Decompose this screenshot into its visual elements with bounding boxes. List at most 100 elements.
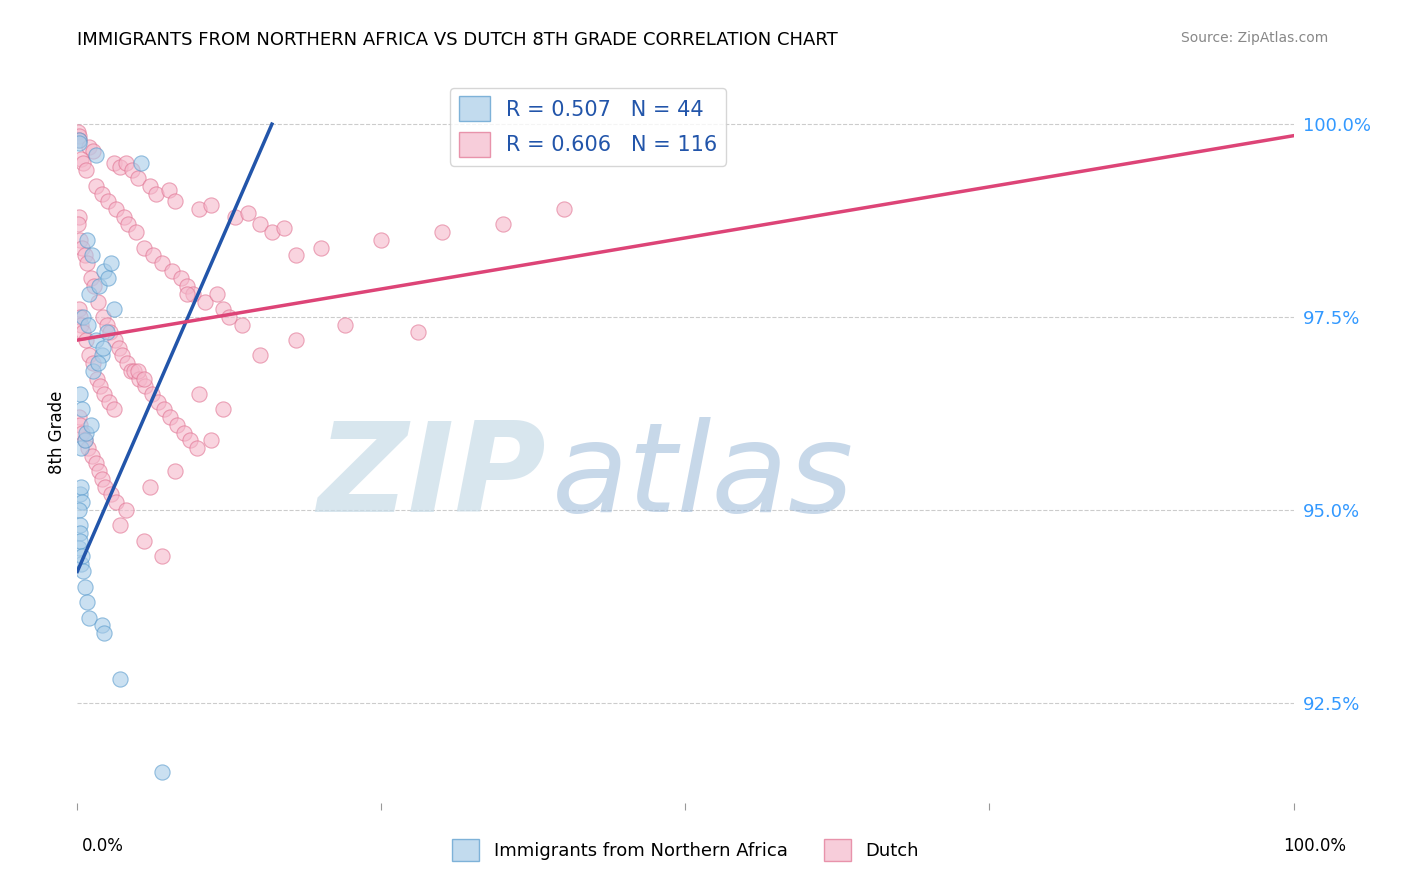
Point [309,240,332,254]
Point [70,495,93,509]
Point [163,194,186,209]
Point [188,387,211,401]
Point [212,402,235,417]
Point [333,318,356,332]
Point [76,256,98,270]
Point [120,364,142,378]
Point [67,136,90,151]
Point [127,364,149,378]
Point [80,271,103,285]
Point [224,210,246,224]
Point [104,333,127,347]
Point [86,371,108,385]
Point [103,402,125,417]
Point [67,502,90,516]
Point [236,206,259,220]
Point [67,410,90,425]
Point [105,495,128,509]
Point [108,518,131,533]
Point [82,364,104,378]
Text: 100.0%: 100.0% [1284,837,1346,855]
Point [84,148,107,162]
Text: 0.0%: 0.0% [82,837,124,855]
Text: Source: ZipAtlas.com: Source: ZipAtlas.com [1181,31,1329,45]
Point [70,240,93,254]
Point [146,394,169,409]
Point [70,549,93,563]
Point [115,155,138,169]
Point [77,441,100,455]
Point [96,326,118,340]
Point [152,549,174,563]
Point [84,178,107,193]
Point [492,218,515,232]
Point [430,225,453,239]
Point [129,155,152,169]
Point [70,318,93,332]
Point [73,434,96,448]
Point [73,434,96,448]
Point [173,425,195,440]
Point [79,349,101,363]
Point [89,464,111,478]
Point [69,387,91,401]
Point [91,341,114,355]
Point [77,318,100,332]
Point [200,434,222,448]
Point [84,333,107,347]
Point [69,233,91,247]
Point [108,160,131,174]
Point [82,356,104,370]
Point [159,410,181,425]
Point [69,487,91,501]
Point [70,480,93,494]
Point [103,155,125,169]
Point [97,194,120,209]
Point [117,218,139,232]
Point [260,225,283,239]
Point [100,487,122,501]
Point [76,233,98,247]
Point [69,518,91,533]
Point [93,626,115,640]
Point [97,271,120,285]
Point [181,286,204,301]
Text: atlas: atlas [551,417,853,538]
Point [67,132,90,146]
Point [87,294,110,309]
Point [103,302,125,317]
Point [69,525,91,540]
Point [96,318,118,332]
Point [67,132,90,146]
Point [139,480,162,494]
Point [194,294,217,309]
Point [115,502,138,516]
Point [90,186,112,201]
Point [70,152,93,166]
Point [112,210,135,224]
Point [67,210,90,224]
Point [79,611,101,625]
Point [107,341,129,355]
Point [97,394,120,409]
Point [76,595,98,609]
Point [73,580,96,594]
Point [90,618,112,632]
Point [166,417,188,432]
Point [67,128,90,143]
Point [79,286,101,301]
Point [200,198,222,212]
Point [98,326,121,340]
Point [125,225,148,239]
Point [176,279,198,293]
Point [82,144,104,158]
Point [141,387,163,401]
Point [100,256,122,270]
Point [70,425,93,440]
Point [370,233,392,247]
Point [218,310,240,324]
Point [93,387,115,401]
Point [231,318,253,332]
Point [66,125,89,139]
Point [80,417,103,432]
